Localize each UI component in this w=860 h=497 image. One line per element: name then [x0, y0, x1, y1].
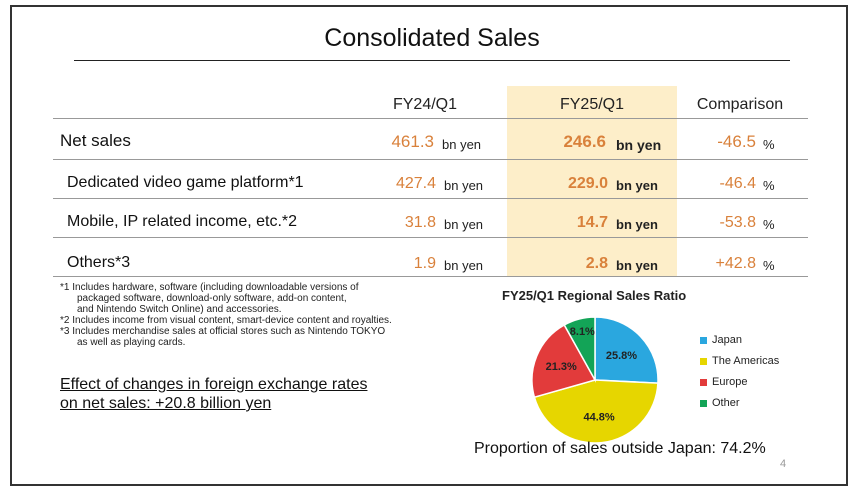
pie-slice-japan: [594, 316, 659, 384]
pie-slice-other: [563, 316, 596, 383]
comp-unit: %: [763, 217, 775, 232]
table-rule: [53, 237, 808, 238]
curr-value: 2.8: [585, 255, 608, 272]
prev-value: 461.3: [391, 132, 434, 151]
column-header-comp: Comparison: [696, 96, 784, 113]
legend-swatch: [700, 358, 707, 365]
legend-label: Other: [712, 397, 740, 409]
slide-frame: [10, 5, 848, 486]
legend-swatch: [700, 337, 707, 344]
comp-unit: %: [763, 258, 775, 273]
prev-value: 427.4: [395, 175, 436, 192]
row-label-others: Others*3: [67, 254, 131, 271]
comp-value: -46.5: [717, 132, 756, 151]
footnote-3: *3 Includes merchandise sales at officia…: [60, 326, 386, 337]
fx-line-2: on net sales: +20.8 billion yen: [60, 395, 272, 412]
curr-unit: bn yen: [616, 258, 658, 273]
legend-label: Europe: [712, 376, 748, 388]
footnote-2: *2 Includes income from visual content, …: [60, 315, 392, 326]
legend-item-americas: The Americas: [700, 355, 779, 376]
pie-slice-the-americas: [533, 379, 659, 444]
footnote-1: *1 Includes hardware, software (includin…: [60, 282, 359, 293]
page-title: Consolidated Sales: [324, 24, 540, 52]
comp-value: +42.8: [715, 255, 756, 272]
footnotes: *1 Includes hardware, software (includin…: [60, 282, 480, 348]
fx-effect-note: Effect of changes in foreign exchange ra…: [60, 375, 367, 413]
pie-label-the-americas: 44.8%: [584, 411, 615, 423]
prev-value: 1.9: [413, 255, 436, 272]
comp-value: -46.4: [719, 175, 756, 192]
prev-value: 31.8: [404, 214, 436, 231]
pie-label-japan: 25.8%: [606, 350, 637, 362]
curr-unit: bn yen: [616, 178, 658, 193]
footnote-1-cont: packaged software, download-only softwar…: [77, 293, 347, 304]
pie-title: FY25/Q1 Regional Sales Ratio: [502, 288, 687, 303]
comp-value: -53.8: [719, 214, 756, 231]
legend-label: Japan: [712, 334, 742, 346]
footnote-3-cont: as well as playing cards.: [77, 337, 186, 348]
pie-legend: Japan The Americas Europe Other: [700, 334, 779, 418]
page-number: 4: [780, 458, 787, 470]
column-header-prev: FY24/Q1: [392, 96, 458, 113]
prev-unit: bn yen: [444, 178, 484, 193]
legend-label: The Americas: [712, 355, 780, 367]
title-divider: [74, 60, 790, 61]
legend-swatch: [700, 379, 707, 386]
row-label-net-sales: Net sales: [60, 131, 131, 150]
curr-value: 246.6: [563, 132, 606, 151]
curr-value: 14.7: [576, 214, 608, 231]
prev-unit: bn yen: [442, 137, 482, 152]
column-header-curr: FY25/Q1: [559, 96, 625, 113]
outside-japan-proportion: Proportion of sales outside Japan: 74.2%: [474, 440, 766, 457]
pie-label-other: 8.1%: [570, 326, 595, 338]
row-label-mobile-ip: Mobile, IP related income, etc.*2: [67, 213, 298, 230]
comp-unit: %: [763, 178, 775, 193]
table-rule: [53, 159, 808, 160]
curr-unit: bn yen: [616, 137, 662, 153]
legend-item-other: Other: [700, 397, 779, 418]
legend-item-japan: Japan: [700, 334, 779, 355]
prev-unit: bn yen: [444, 258, 484, 273]
footnote-1-cont: and Nintendo Switch Online) and accessor…: [77, 304, 282, 315]
prev-unit: bn yen: [444, 217, 484, 232]
regional-sales-pie: 25.8% 44.8% 21.3% 8.1%: [531, 316, 659, 444]
table-rule: [53, 276, 808, 277]
fx-line-1: Effect of changes in foreign exchange ra…: [60, 376, 368, 393]
table-rule: [53, 198, 808, 199]
current-period-highlight: [507, 86, 677, 277]
legend-swatch: [700, 400, 707, 407]
curr-value: 229.0: [567, 175, 608, 192]
pie-slice-europe: [531, 323, 597, 399]
comp-unit: %: [763, 137, 775, 152]
curr-unit: bn yen: [616, 217, 658, 232]
legend-item-europe: Europe: [700, 376, 779, 397]
pie-label-europe: 21.3%: [546, 361, 577, 373]
row-label-dedicated-platform: Dedicated video game platform*1: [67, 174, 304, 191]
table-rule: [53, 118, 808, 119]
